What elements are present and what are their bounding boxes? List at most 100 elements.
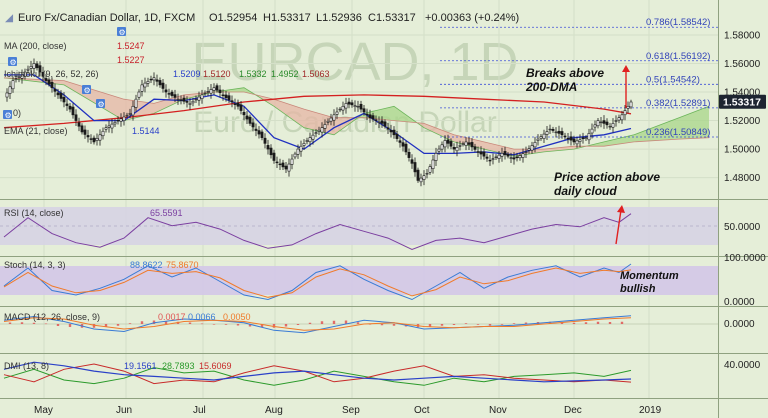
macd-histogram-bar [308, 322, 312, 324]
macd-pane[interactable] [0, 315, 718, 334]
macd-histogram-bar [260, 324, 264, 328]
candle-body [110, 123, 114, 129]
ma-other-value: 1.5227 [117, 55, 145, 65]
dmi-axis-tick: 40.0000 [724, 360, 761, 371]
macd-histogram-bar [476, 324, 480, 325]
candle-body [536, 138, 540, 141]
candle-body [296, 148, 300, 155]
candle-body [236, 102, 240, 107]
candle-body [566, 137, 570, 140]
candle-body [344, 103, 348, 109]
candle-body [410, 159, 414, 164]
candle-body [359, 103, 363, 110]
indicator-labels: RSI (14, close) 65.5591 50.0000 Stoch (1… [4, 208, 766, 371]
annotation-cloud-line2: daily cloud [554, 184, 617, 198]
fib-label-0382: 0.382(1.52891) [646, 98, 710, 109]
ohlc-change: +0.00363 (+0.24%) [425, 12, 519, 24]
candle-body [395, 133, 399, 139]
time-axis[interactable]: May Jun Jul Aug Sep Oct Nov Dec 2019 [34, 405, 662, 416]
stoch-k-line [3, 263, 632, 301]
ichimoku-value-conversion: 1.5209 [173, 69, 201, 79]
candle-body [491, 158, 495, 160]
candle-body [548, 128, 552, 131]
ichimoku-label[interactable]: Ichimoku (9, 26, 52, 26) [4, 69, 99, 79]
fib-labels: 0.786(1.58542) 0.618(1.56192) 0.5(1.5454… [646, 17, 710, 138]
candle-body [26, 68, 30, 71]
ma200-label[interactable]: MA (200, close) [4, 41, 67, 51]
chart-header: ◢ Euro Fx/Canadian Dollar, 1D, FXCM O1.5… [5, 12, 519, 24]
candle-body [323, 124, 327, 129]
macd-label[interactable]: MACD (12, 26, close, 9) [4, 312, 100, 322]
candle-body [275, 161, 279, 164]
price-tick: 1.56000 [724, 59, 761, 70]
collapse-chevron-icon[interactable]: ◢ [5, 12, 14, 24]
ema21-label[interactable]: EMA (21, close) [4, 126, 68, 136]
candle-body [449, 141, 453, 147]
dmi-pane[interactable] [3, 361, 632, 386]
candle-body [20, 74, 24, 79]
candle-body [464, 141, 468, 146]
macd-histogram-bar [188, 322, 192, 324]
rsi-label[interactable]: RSI (14, close) [4, 208, 64, 218]
dmi-label[interactable]: DMI (13, 8) [4, 361, 49, 371]
cloud-span-a [3, 77, 710, 157]
candle-body [593, 124, 597, 128]
macd-histogram-bar [152, 320, 156, 324]
annotation-breaks-line2: 200-DMA [525, 80, 577, 94]
candle-body [98, 134, 102, 141]
legend-settings-icons[interactable]: ⚙ ⚙ ⚙ ⚙ ⚙ [3, 27, 126, 120]
stoch-label[interactable]: Stoch (14, 3, 3) [4, 260, 66, 270]
stochastic-pane[interactable] [0, 263, 718, 301]
macd-histogram-bar [572, 322, 576, 324]
candle-body [338, 108, 342, 111]
macd-histogram-bar [368, 324, 372, 325]
candle-body [353, 105, 357, 107]
candle-body [446, 139, 450, 144]
time-tick: 2019 [639, 405, 662, 416]
time-tick: Aug [265, 405, 283, 416]
macd-line-value: 0.0066 [188, 312, 216, 322]
candle-body [377, 121, 381, 124]
macd-signal-line [3, 317, 632, 331]
dmi-adx-line [3, 361, 632, 383]
time-tick: Jul [193, 405, 206, 416]
candle-body [392, 129, 396, 136]
macd-histogram-bar [8, 322, 12, 324]
price-axis[interactable]: 1.58000 1.56000 1.54000 1.52000 1.50000 … [724, 31, 761, 185]
candle-body [29, 66, 33, 69]
candle-body [617, 117, 621, 121]
macd-histogram-bar [140, 321, 144, 324]
dmi-adx-value: 19.1561 [124, 361, 157, 371]
macd-histogram-bar [296, 324, 300, 325]
candle-body [179, 99, 183, 101]
candle-body [209, 89, 213, 94]
candle-body [215, 85, 219, 91]
candle-body [263, 137, 267, 144]
dmi-plus-line [3, 367, 632, 386]
macd-histogram-bar [380, 324, 384, 326]
macd-histogram-bar [488, 324, 492, 326]
candle-body [50, 81, 54, 89]
candle-body [518, 155, 522, 159]
candle-body [185, 101, 189, 103]
macd-axis-tick: 0.0000 [724, 319, 755, 330]
candle-body [65, 103, 69, 106]
macd-histogram-bar [356, 322, 360, 324]
ohlc-high: H1.53317 [263, 12, 311, 24]
macd-histogram-bar [464, 323, 468, 324]
ichimoku-value-span-a: 1.4952 [271, 69, 299, 79]
fib-label-0786: 0.786(1.58542) [646, 17, 710, 28]
candle-body [242, 111, 246, 116]
candle-body [545, 131, 549, 135]
settings-square-icon: ⚙ [8, 57, 17, 67]
macd-histogram-bar [548, 321, 552, 324]
macd-histogram-bar [44, 323, 48, 325]
candle-body [524, 151, 528, 154]
candle-body [149, 78, 153, 81]
candle-body [71, 106, 75, 116]
candle-body [218, 89, 222, 94]
macd-histogram-bar [284, 324, 288, 327]
rsi-pane[interactable] [0, 207, 718, 251]
cloud-segment [4, 77, 211, 121]
